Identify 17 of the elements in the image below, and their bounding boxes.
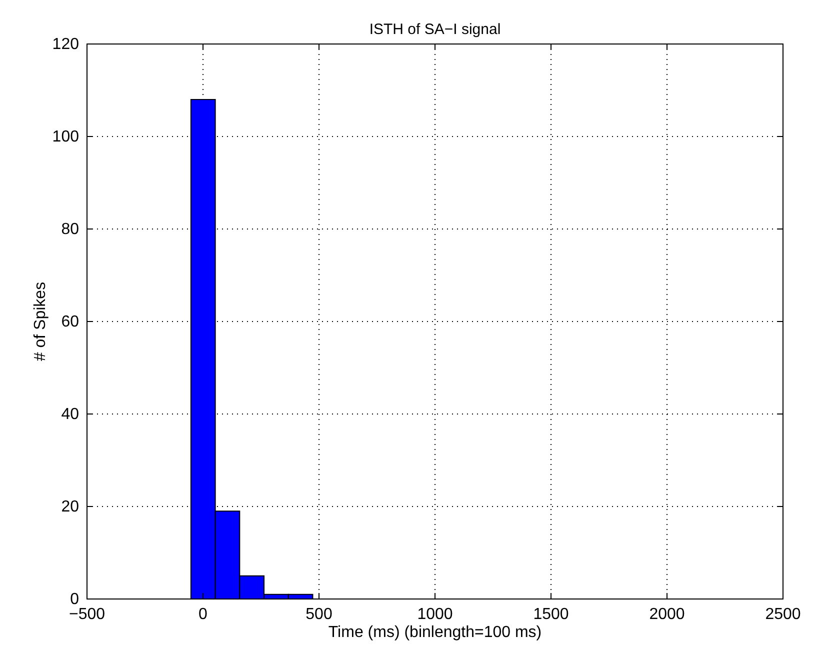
y-tick-label: 120 <box>52 36 80 53</box>
chart-title: ISTH of SA−I signal <box>369 21 501 38</box>
x-tick-label: 2000 <box>649 606 685 623</box>
y-axis-title: # of Spikes <box>32 282 49 362</box>
y-tick-label: 100 <box>52 128 80 146</box>
x-tick-label: 500 <box>306 606 332 623</box>
x-tick-label: −500 <box>68 606 106 623</box>
x-tick-label: 2500 <box>765 606 801 623</box>
y-tick-label: 40 <box>61 406 80 423</box>
x-tick-label: 1500 <box>533 606 569 623</box>
y-tick-label: 80 <box>61 221 80 238</box>
y-tick-label: 20 <box>61 498 80 516</box>
x-tick-label: 0 <box>198 606 208 623</box>
y-tick-label: 60 <box>61 314 80 330</box>
x-axis-title: Time (ms) (binlength=100 ms) <box>328 624 542 641</box>
y-tick-label: 0 <box>70 591 80 608</box>
x-tick-label: 1000 <box>417 606 453 623</box>
